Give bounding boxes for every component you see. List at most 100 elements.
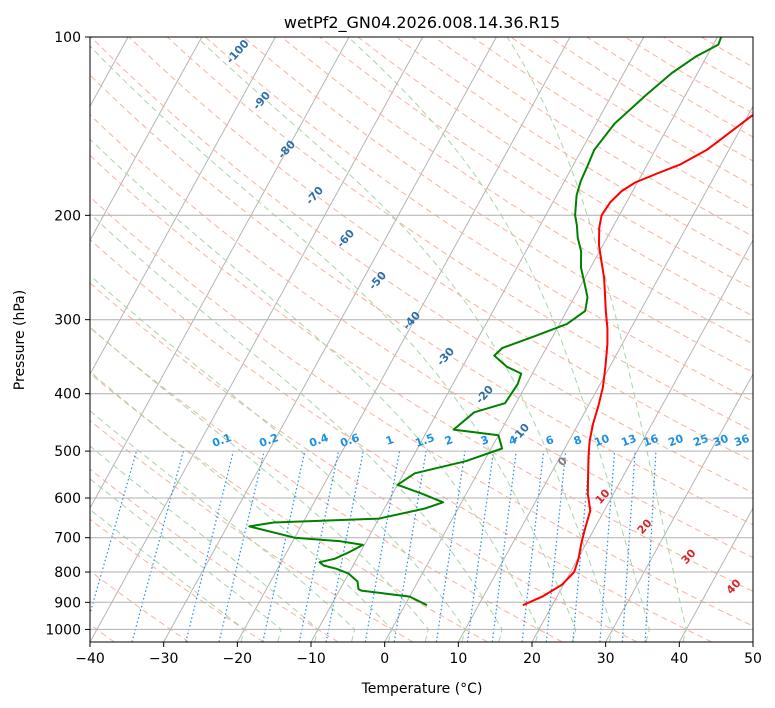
mixing-ratio-label: 36 bbox=[732, 432, 751, 450]
isotherm-line bbox=[531, 239, 753, 642]
y-tick-label: 500 bbox=[54, 444, 81, 460]
isotherm-line bbox=[752, 640, 753, 642]
x-axis: −40 −30 −20 −10 0 10 20 30 40 50 bbox=[75, 642, 762, 667]
plot-frame bbox=[89, 36, 754, 643]
y-tick-label: 300 bbox=[54, 313, 81, 329]
moist-adiabat-line bbox=[90, 410, 356, 642]
isotherm-line bbox=[236, 37, 571, 642]
dry-adiabat-line bbox=[90, 114, 753, 559]
mixing-ratio-label: 6 bbox=[544, 433, 556, 448]
mixing-ratio-label: 30 bbox=[711, 432, 730, 450]
mixing-ratio-line bbox=[325, 450, 364, 642]
moist-adiabat-line bbox=[90, 370, 393, 642]
dry-adiabat-line bbox=[204, 37, 753, 402]
moist-adiabat-line bbox=[506, 37, 687, 642]
mixing-ratio-label: 20 bbox=[666, 432, 685, 450]
mixing-ratio-line bbox=[90, 450, 138, 616]
isotherm-line bbox=[678, 507, 753, 642]
isotherm-line bbox=[310, 37, 645, 642]
moist-adiabat-line bbox=[90, 445, 319, 642]
moist-adiabat-line bbox=[90, 478, 282, 642]
dry-adiabat-line bbox=[90, 238, 712, 642]
dry-adiabat-line bbox=[90, 282, 638, 642]
mixing-ratio-label: 4 bbox=[507, 433, 519, 448]
y-tick-label: 100 bbox=[54, 30, 81, 46]
moist-adiabat-line bbox=[90, 326, 429, 642]
mixing-ratio-line bbox=[435, 451, 466, 642]
dry-adiabat-line bbox=[243, 37, 753, 373]
mixing-ratio-line bbox=[185, 450, 234, 642]
dry-adiabat-line bbox=[90, 154, 753, 592]
y-tick-label: 900 bbox=[54, 595, 81, 611]
mixing-ratio-label: 0.1 bbox=[210, 431, 233, 450]
temperature-profile-line bbox=[522, 113, 753, 607]
mixing-ratio-label: 0.4 bbox=[307, 431, 330, 450]
mixing-ratio-label: 16 bbox=[641, 432, 660, 450]
moist-adiabat-line bbox=[90, 213, 503, 642]
moist-adiabat-line bbox=[196, 37, 614, 642]
y-tick-label: 400 bbox=[54, 387, 81, 403]
mixing-ratio-label: 13 bbox=[619, 432, 638, 449]
dry-adiabat-line bbox=[90, 327, 563, 642]
moist-adiabat-line bbox=[90, 508, 245, 642]
dry-adiabat-line bbox=[90, 518, 264, 642]
x-tick-label: 40 bbox=[670, 651, 688, 667]
isotherm-line bbox=[457, 105, 753, 642]
mixing-ratio-line bbox=[298, 450, 340, 642]
x-tick-label: 30 bbox=[597, 651, 615, 667]
chart-title: wetPf2_GN04.2026.008.14.36.R15 bbox=[284, 13, 560, 33]
y-tick-label: 1000 bbox=[45, 622, 81, 638]
y-tick-label: 200 bbox=[54, 208, 81, 224]
mixing-ratio-label: 2 bbox=[443, 433, 455, 448]
moist-adiabat-line bbox=[90, 274, 466, 642]
mixing-ratio-line bbox=[393, 451, 427, 642]
mixing-ratio-label: 8 bbox=[572, 433, 584, 448]
dry-adiabat-line bbox=[166, 37, 753, 432]
x-tick-label: 20 bbox=[523, 651, 541, 667]
dry-adiabat-line bbox=[90, 468, 339, 642]
dry-adiabat-line bbox=[90, 74, 753, 526]
pressure-gridlines bbox=[90, 37, 753, 630]
x-tick-label: 0 bbox=[380, 651, 389, 667]
x-tick-label: 50 bbox=[744, 651, 762, 667]
x-tick-label: −20 bbox=[223, 651, 253, 667]
mixing-ratio-label: 0.2 bbox=[257, 431, 280, 450]
moist-adiabat-line bbox=[90, 138, 540, 642]
moist-adiabat-line bbox=[90, 45, 577, 642]
isotherm-line bbox=[90, 37, 276, 376]
isotherm-line bbox=[90, 37, 350, 510]
dry-adiabat-line bbox=[90, 420, 414, 642]
dry-adiabat-line bbox=[319, 37, 753, 317]
x-tick-label: −30 bbox=[149, 651, 179, 667]
x-tick-label: −10 bbox=[296, 651, 326, 667]
mixing-ratio-line bbox=[466, 451, 495, 642]
mixing-ratio-label: 25 bbox=[691, 432, 710, 449]
y-tick-label: 800 bbox=[54, 565, 81, 581]
mixing-ratio-line bbox=[364, 450, 401, 642]
isotherm-line bbox=[163, 37, 497, 642]
mixing-ratio-label: 1 bbox=[384, 433, 396, 448]
mixing-ratio-label: 10 bbox=[592, 432, 611, 450]
background-lines bbox=[90, 37, 753, 642]
plot-background bbox=[90, 37, 753, 642]
y-tick-label: 700 bbox=[54, 531, 81, 547]
mixing-ratio-line bbox=[521, 451, 545, 642]
mixing-ratio-label: 0.6 bbox=[338, 431, 361, 450]
moist-adiabat-line bbox=[347, 37, 650, 642]
y-tick-label: 600 bbox=[54, 491, 81, 507]
dewpoint-profile-line bbox=[248, 37, 723, 607]
x-tick-label: 10 bbox=[449, 651, 467, 667]
dry-adiabat-line bbox=[357, 37, 753, 290]
mixing-ratio-line bbox=[262, 450, 306, 642]
mixing-ratio-line bbox=[218, 450, 265, 642]
mixing-ratio-label: 1.5 bbox=[413, 431, 436, 450]
mixing-ratio-line bbox=[131, 450, 184, 642]
profile-lines bbox=[248, 37, 753, 607]
x-tick-label: −40 bbox=[75, 651, 105, 667]
dry-adiabat-line bbox=[90, 196, 753, 627]
dry-adiabat-line bbox=[90, 570, 190, 642]
mixing-ratio-label: 3 bbox=[479, 433, 491, 448]
y-axis: 1000 900 800 700 600 500 400 300 200 100 bbox=[45, 30, 90, 638]
x-axis-title: Temperature (°C) bbox=[361, 681, 483, 697]
